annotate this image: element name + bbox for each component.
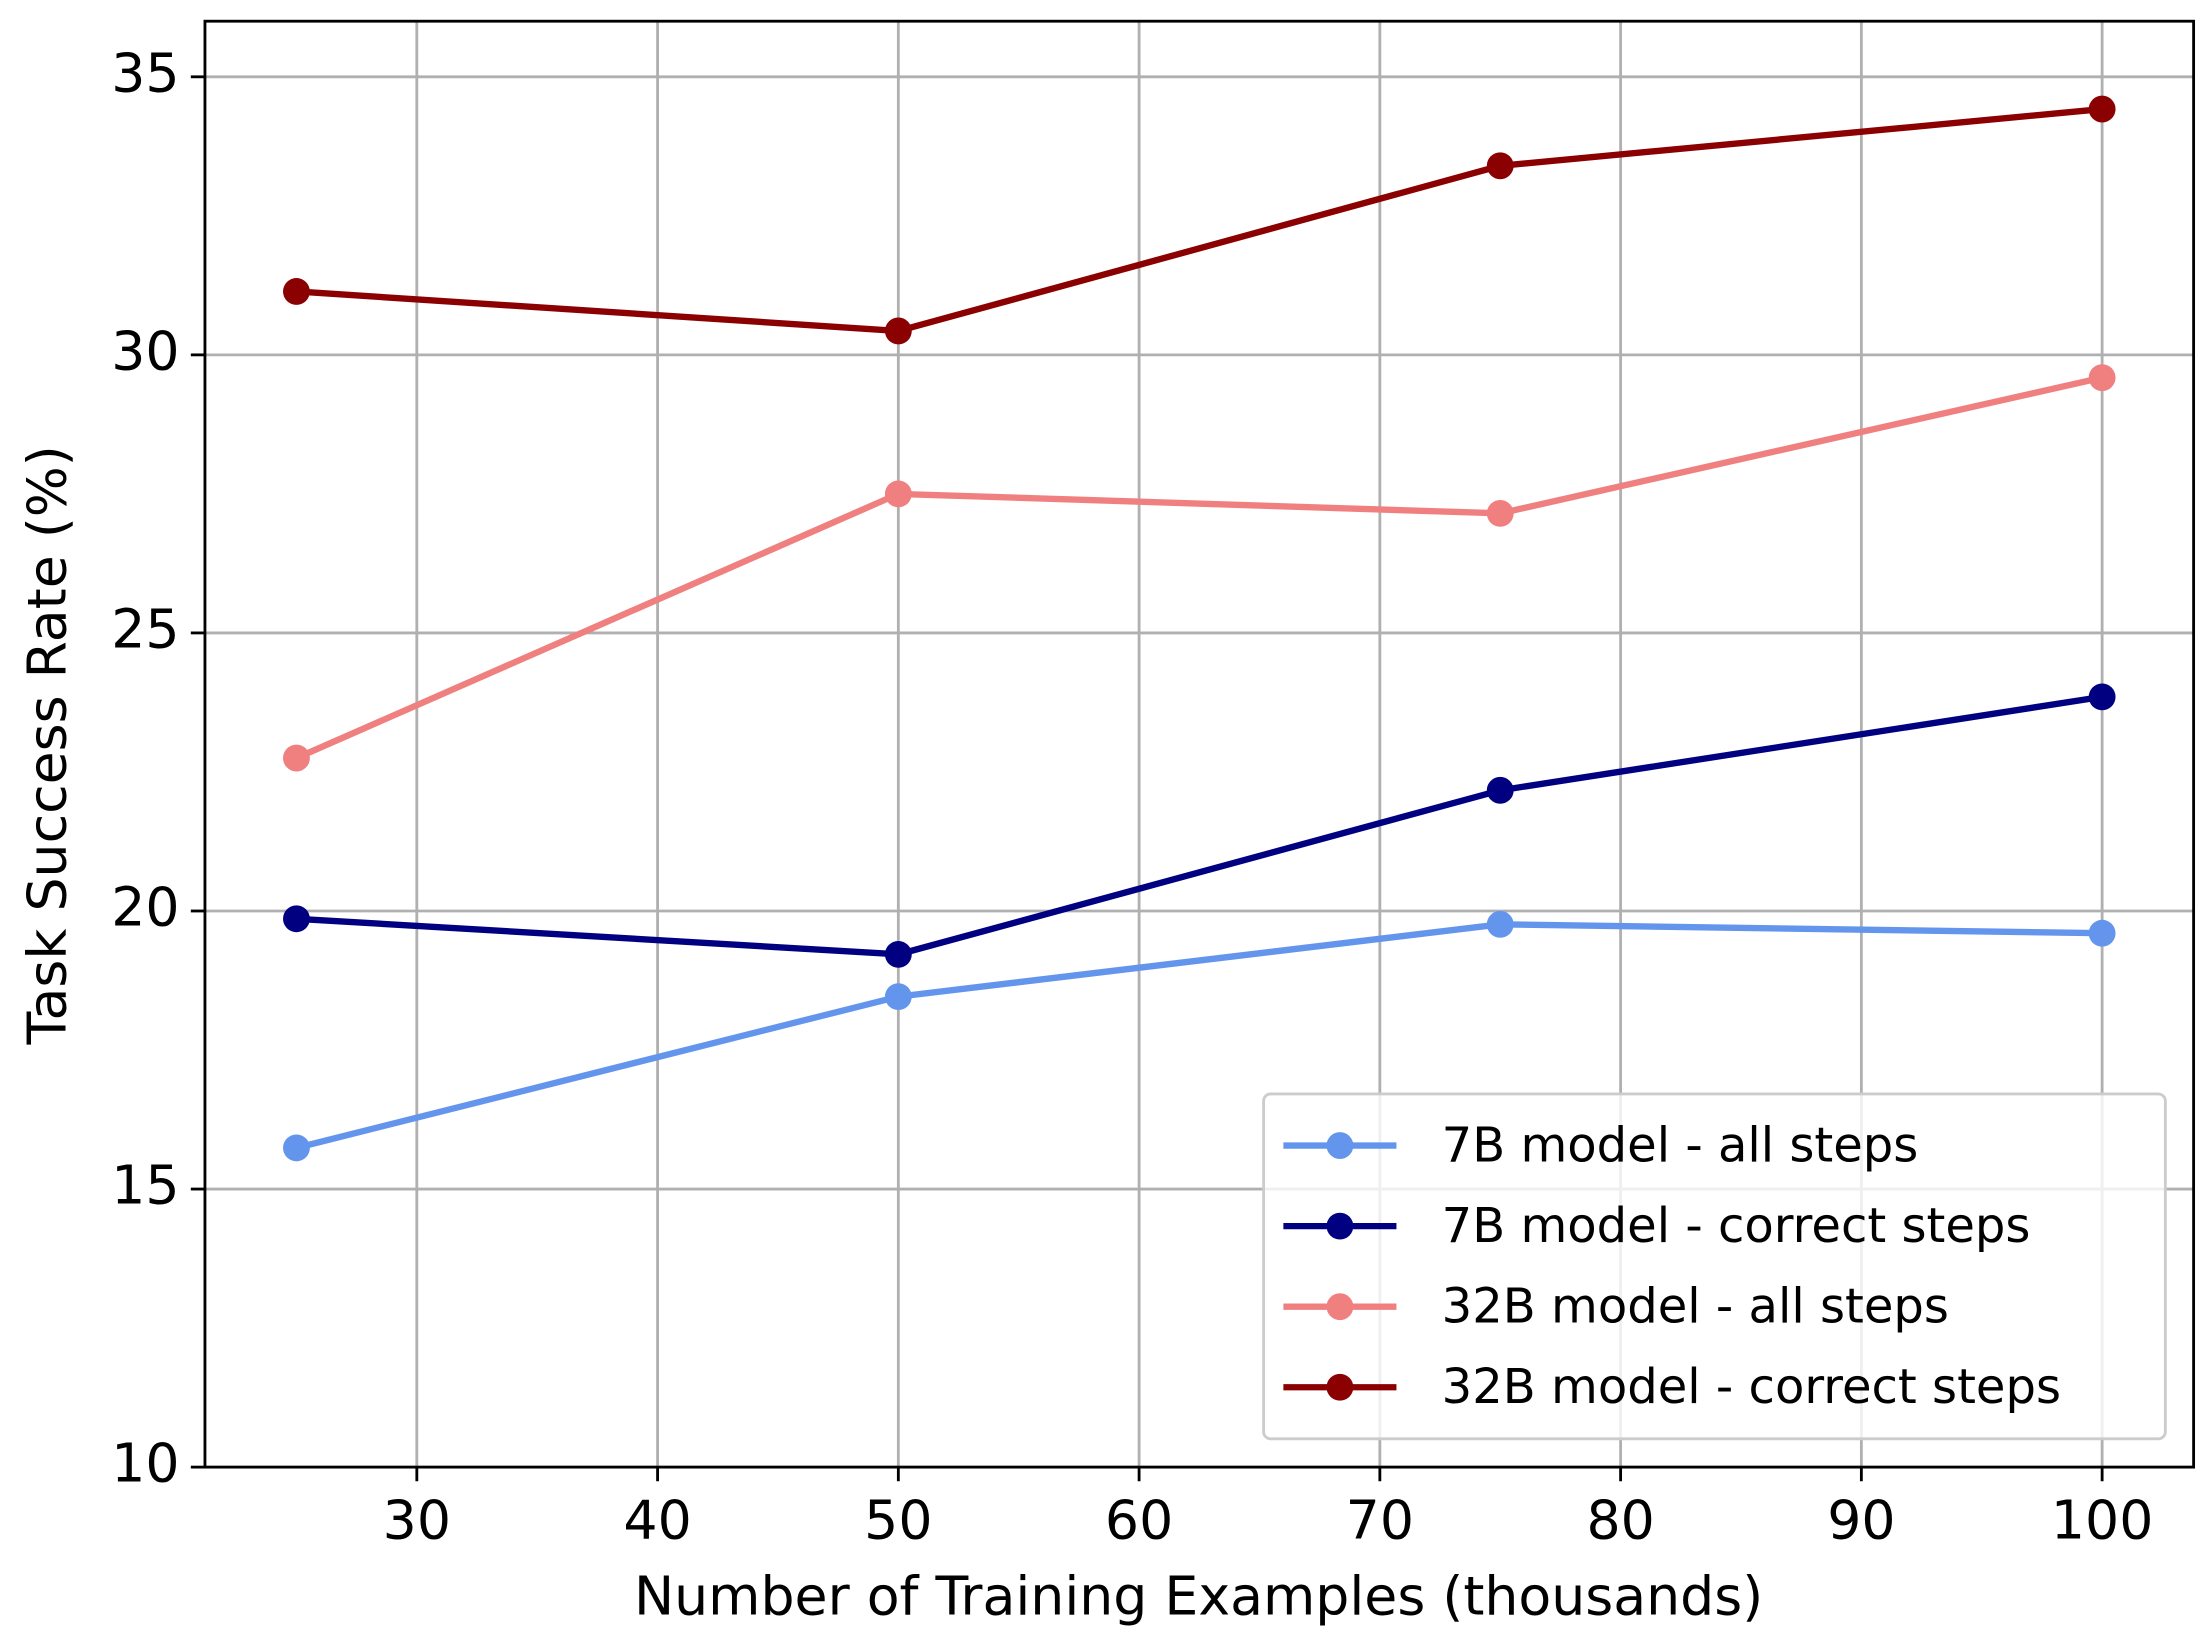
series-point [884,480,912,508]
series-point [2088,919,2116,947]
x-tick-label: 90 [1827,1488,1895,1551]
legend-label: 7B model - all steps [1442,1117,1919,1173]
series-point [884,317,912,345]
legend: 7B model - all steps 7B model - correct s… [1262,1092,2167,1441]
series-point [2088,364,2116,392]
x-tick-label: 50 [864,1488,932,1551]
legend-marker [1326,1293,1354,1321]
legend-label: 32B model - correct steps [1442,1359,2061,1415]
y-tick-label: 20 [111,876,179,939]
series-line [295,921,2103,1151]
series-point [283,744,310,772]
legend-box [1262,1092,2167,1441]
x-tick-label: 100 [2051,1488,2153,1551]
x-axis-label: Number of Training Examples (thousands) [634,1565,1763,1628]
series-point [2088,683,2116,711]
y-tick-label: 30 [111,320,179,383]
legend-label: 7B model - correct steps [1442,1198,2031,1254]
y-tick-label: 25 [111,598,179,661]
series-point [1486,910,1514,938]
series-point [884,983,912,1011]
x-tick-label: 30 [383,1488,451,1551]
y-tick-label: 10 [111,1432,179,1495]
series-point [283,1134,310,1162]
y-tick-label: 15 [111,1154,179,1217]
series-point [2088,95,2116,123]
series-point [283,278,310,305]
legend-marker [1326,1373,1354,1401]
legend-marker [1326,1132,1354,1159]
x-tick-label: 60 [1105,1488,1173,1551]
plot-frame [203,19,2196,1469]
series-line [296,105,2103,335]
series-point [1486,776,1514,804]
series-line [295,374,2103,761]
series-point [884,940,912,968]
series-point [1486,152,1514,180]
series-point [1486,499,1514,527]
y-tick-label: 35 [111,41,179,104]
x-tick-label: 70 [1346,1488,1414,1551]
x-tick-label: 80 [1586,1488,1654,1551]
legend-label: 32B model - all steps [1442,1279,1949,1335]
x-tick-label: 40 [623,1488,691,1551]
legend-marker [1326,1212,1354,1240]
y-axis-label: Task Success Rate (%) [16,445,79,1045]
series-point [283,905,310,933]
series-line [296,693,2103,958]
